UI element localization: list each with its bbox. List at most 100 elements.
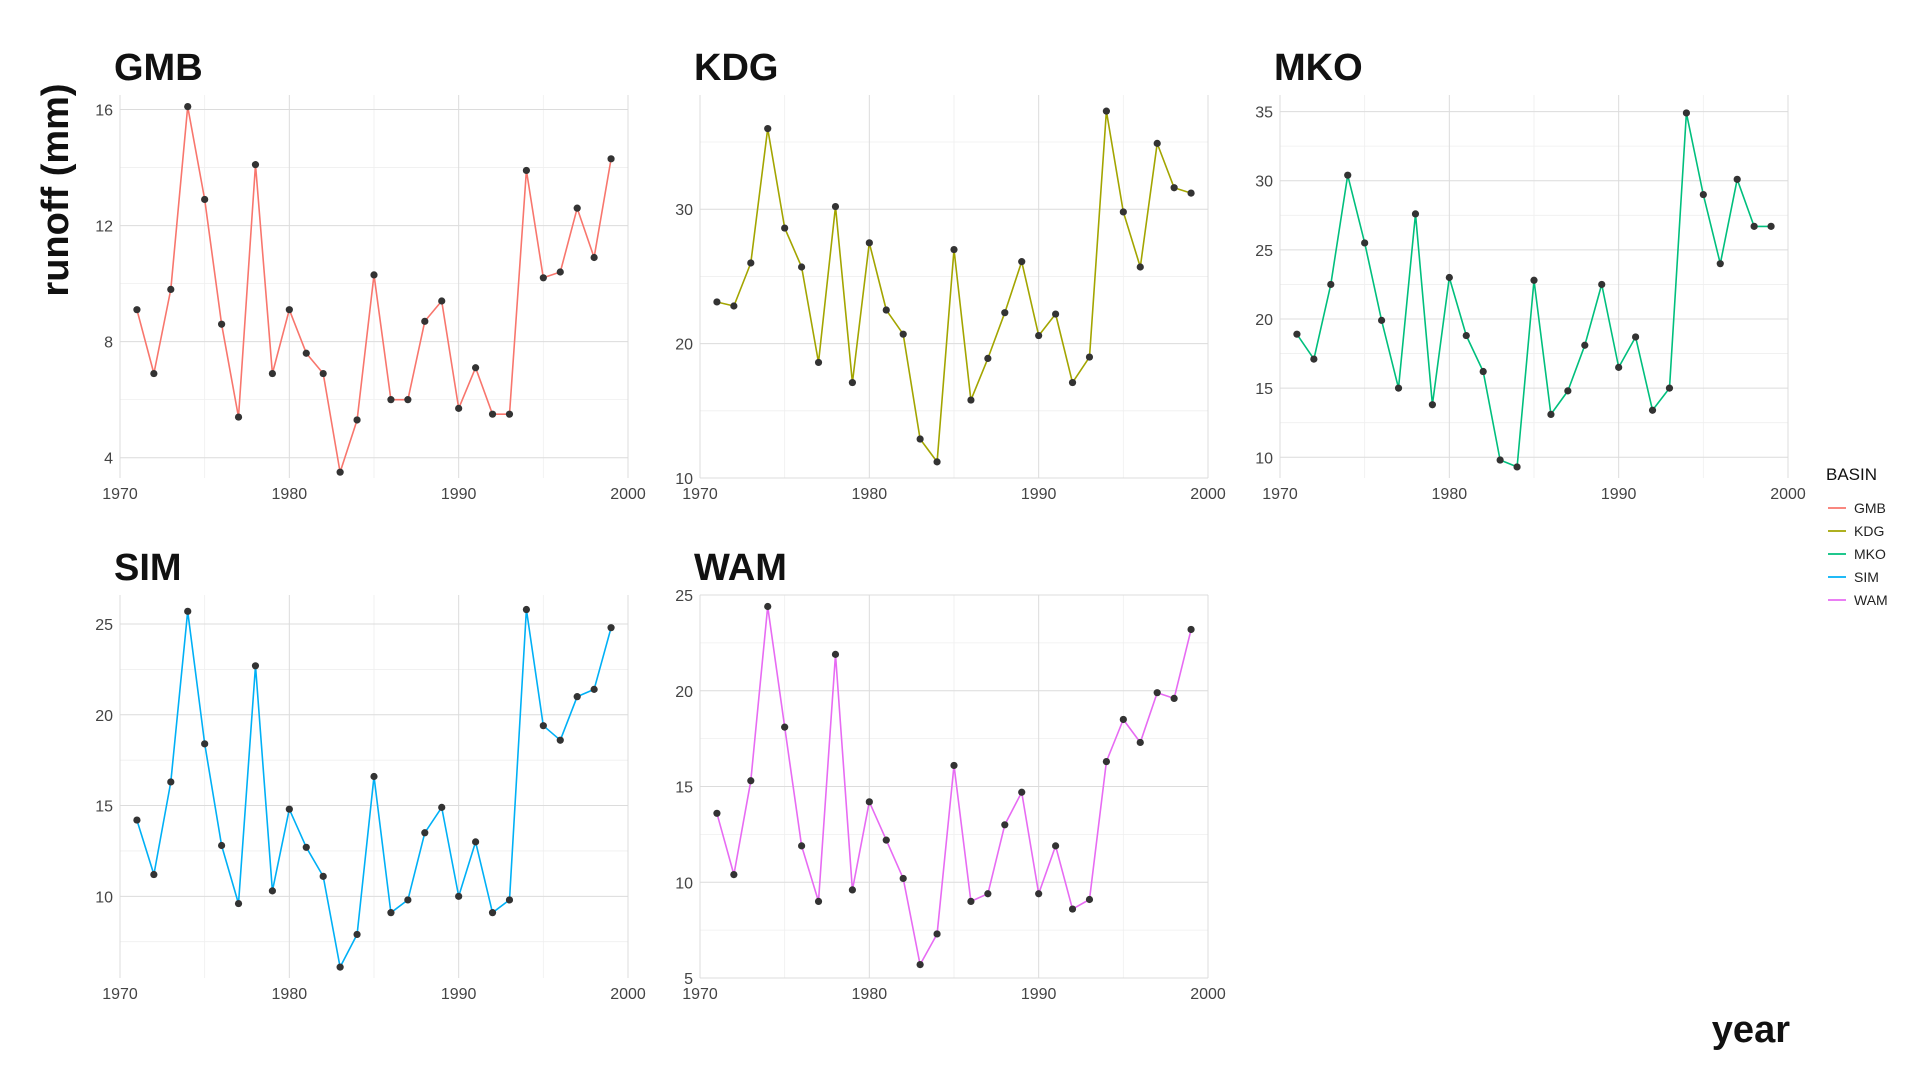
data-point xyxy=(950,245,958,254)
data-point xyxy=(167,778,175,786)
data-point xyxy=(1018,258,1026,266)
data-point xyxy=(150,870,158,879)
x-tick-label: 1970 xyxy=(682,486,718,503)
x-axis-title: year xyxy=(1712,1009,1790,1051)
data-point xyxy=(268,887,276,895)
data-point xyxy=(899,874,907,883)
data-point xyxy=(747,259,755,267)
data-point xyxy=(848,886,857,894)
data-point xyxy=(798,263,806,271)
x-tick-label: 1990 xyxy=(441,986,477,1003)
data-point xyxy=(218,841,226,850)
data-point xyxy=(1119,715,1127,724)
data-point xyxy=(438,297,446,305)
data-point xyxy=(865,239,873,247)
y-tick-label: 20 xyxy=(675,337,693,354)
x-tick-label: 1990 xyxy=(1601,486,1637,503)
data-point xyxy=(950,761,958,770)
data-point xyxy=(1170,184,1178,192)
x-tick-label: 2000 xyxy=(1770,486,1806,503)
legend-label: GMB xyxy=(1854,500,1886,516)
data-point xyxy=(1085,353,1094,361)
panel-title: SIM xyxy=(114,547,182,589)
y-tick-label: 10 xyxy=(1255,450,1273,467)
data-point xyxy=(1001,821,1009,829)
data-point xyxy=(764,602,772,611)
data-point xyxy=(1102,758,1110,766)
data-point xyxy=(916,435,924,443)
data-point xyxy=(336,468,344,476)
data-point xyxy=(251,662,260,670)
x-tick-label: 1970 xyxy=(1262,486,1298,503)
data-point xyxy=(1411,210,1420,218)
data-point xyxy=(730,302,738,310)
data-point xyxy=(984,354,992,362)
data-point xyxy=(933,930,941,938)
data-point xyxy=(882,836,890,844)
data-point xyxy=(251,161,260,169)
x-tick-label: 1990 xyxy=(1021,486,1057,503)
y-tick-label: 20 xyxy=(675,684,693,701)
legend-label: SIM xyxy=(1854,569,1879,585)
y-tick-label: 15 xyxy=(95,799,113,816)
data-point xyxy=(387,396,395,404)
data-point xyxy=(472,838,480,846)
x-tick-label: 2000 xyxy=(1190,986,1226,1003)
data-point xyxy=(1361,239,1369,247)
data-point xyxy=(353,930,361,939)
data-point xyxy=(916,960,924,969)
data-point xyxy=(1187,625,1195,634)
data-point xyxy=(522,166,531,175)
data-point xyxy=(268,369,276,378)
y-tick-label: 5 xyxy=(684,971,693,988)
legend-title: BASIN xyxy=(1826,465,1877,484)
data-point xyxy=(1018,788,1026,796)
y-tick-label: 35 xyxy=(1255,105,1273,122)
data-point xyxy=(814,358,823,367)
data-point xyxy=(781,224,789,232)
data-point xyxy=(302,349,310,357)
x-tick-label: 2000 xyxy=(1190,486,1226,503)
panel-kdg: 1970 1980 1990 2000 10 20 30 KDG xyxy=(675,47,1226,503)
x-tick-label: 1980 xyxy=(272,486,308,503)
data-point xyxy=(713,809,721,817)
data-point xyxy=(201,195,209,204)
data-point xyxy=(387,909,395,917)
data-point xyxy=(933,458,941,466)
data-point xyxy=(539,274,547,282)
data-point xyxy=(1119,208,1127,216)
data-point xyxy=(713,298,721,306)
data-point xyxy=(234,413,243,421)
data-point xyxy=(764,124,772,133)
data-point xyxy=(1136,263,1144,271)
data-point xyxy=(370,772,378,781)
data-point xyxy=(1462,331,1470,340)
data-point xyxy=(234,899,243,908)
data-point xyxy=(1136,738,1144,747)
data-point xyxy=(150,369,158,378)
data-point xyxy=(1716,260,1724,268)
y-tick-label: 12 xyxy=(95,219,113,236)
data-point xyxy=(730,870,738,879)
data-point xyxy=(1344,171,1352,179)
y-axis-title: runoff (mm) xyxy=(35,83,77,296)
data-point xyxy=(607,155,615,163)
legend-label: MKO xyxy=(1854,546,1886,562)
x-tick-label: 1980 xyxy=(852,986,888,1003)
data-point xyxy=(1445,273,1453,282)
y-tick-label: 8 xyxy=(104,335,113,352)
data-point xyxy=(1581,341,1589,349)
data-point xyxy=(285,306,293,314)
y-tick-label: 10 xyxy=(675,471,693,488)
data-point xyxy=(1767,222,1775,230)
y-tick-label: 4 xyxy=(104,451,113,468)
data-point xyxy=(831,202,840,211)
data-point xyxy=(505,896,514,904)
data-point xyxy=(319,872,327,880)
data-point xyxy=(1632,333,1640,341)
data-point xyxy=(472,364,480,372)
data-point xyxy=(1052,310,1060,318)
data-point xyxy=(747,777,755,785)
data-point xyxy=(1530,276,1538,284)
